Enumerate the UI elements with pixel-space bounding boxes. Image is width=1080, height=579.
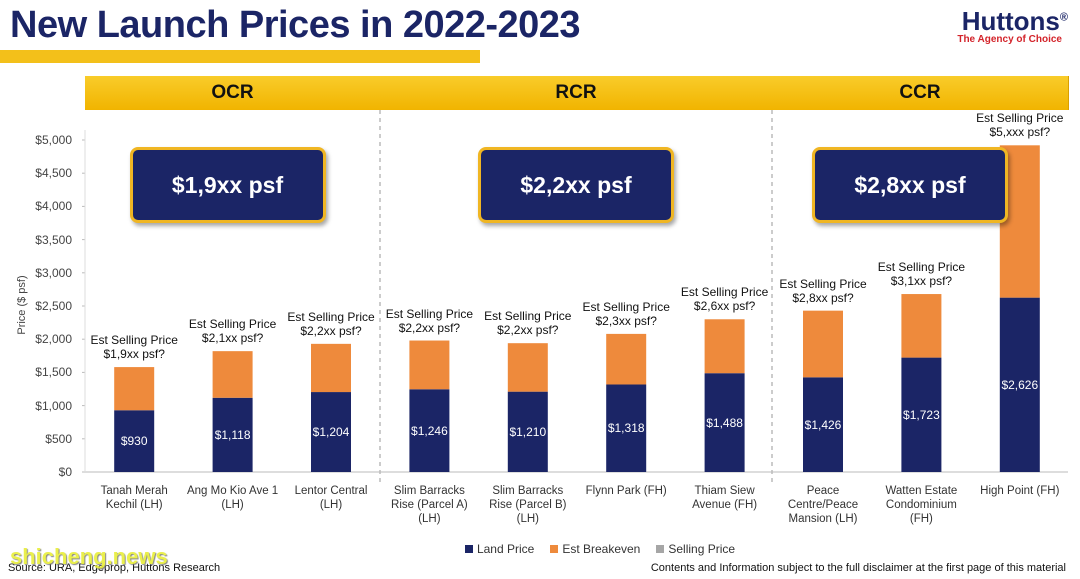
legend-item: Land Price — [464, 542, 535, 556]
bar-segment — [803, 377, 843, 472]
bar-segment — [114, 367, 155, 411]
bar-segment — [409, 389, 450, 472]
tagline: The Agency of Choice — [957, 34, 1062, 45]
data-label: $1,426 — [804, 417, 842, 432]
source: Source: URA, Edgeprop, Huttons Research — [8, 562, 221, 574]
region-header: CCR — [772, 76, 1069, 110]
x-tick-label: Thiam Siew Avenue (FH) — [692, 485, 758, 511]
bar-segment — [606, 384, 647, 472]
y-tick-label: $2,500 — [35, 299, 72, 313]
x-tick-label: Ang Mo Kio Ave 1 (LH) — [186, 485, 279, 511]
brand-name: Huttons — [961, 6, 1060, 36]
annotation: Est Selling Price $2,6xx psf? — [680, 285, 769, 314]
data-label: $1,318 — [607, 421, 645, 436]
bar-segment — [704, 373, 745, 472]
bar-segment — [212, 397, 253, 472]
x-tick-label: Lentor Central (LH) — [294, 485, 368, 511]
title-underline — [0, 50, 480, 63]
region-average: $2,2xx psf — [478, 147, 674, 223]
x-tick-label: High Point (FH) — [980, 485, 1060, 497]
legend-swatch — [464, 545, 473, 553]
bar-segment — [311, 343, 351, 393]
y-tick-label: $5,000 — [35, 133, 72, 147]
legend-swatch — [656, 545, 665, 553]
annotation: Est Selling Price $3,1xx psf? — [877, 260, 966, 289]
y-tick-label: $0 — [58, 465, 72, 479]
data-label: $2,626 — [1001, 377, 1039, 392]
annotation: Est Selling Price $2,2xx psf? — [287, 309, 375, 338]
bar-segment — [507, 343, 548, 392]
y-tick-label: $4,500 — [35, 166, 72, 181]
bar-segment — [901, 357, 942, 472]
bar-segment — [606, 333, 647, 385]
bar-segment — [803, 310, 843, 378]
legend-label: Selling Price — [668, 542, 736, 556]
region-average: $2,8xx psf — [812, 147, 1008, 223]
data-label: $1,723 — [903, 407, 940, 422]
x-tick-label: Slim Barracks Rise (Parcel A) (LH) — [391, 485, 468, 525]
x-tick-label: Tanah Merah Kechil (LH) — [100, 485, 168, 511]
chart-title: New Launch Prices in 2022-2023 — [10, 4, 581, 46]
annotation: Est Selling Price $1,9xx psf? — [90, 333, 178, 362]
y-tick-label: $1,500 — [35, 365, 72, 380]
bar-segment — [999, 297, 1040, 472]
y-tick-label: $2,000 — [35, 332, 72, 347]
legend: Land Price Est Breakeven Selling Price — [60, 542, 1080, 556]
annotation: Est Selling Price $2,2xx psf? — [385, 306, 474, 335]
bar-segment — [507, 391, 548, 472]
data-label: $1,488 — [706, 415, 743, 430]
legend-label: Est Breakeven — [562, 542, 641, 556]
x-tick-label: Slim Barracks Rise (Parcel B) (LH) — [489, 485, 567, 525]
brand-mark: ® — [1059, 11, 1068, 24]
region-average: $1,9xx psf — [129, 147, 326, 223]
data-label: $1,246 — [411, 423, 448, 438]
watermark: shicheng.news — [10, 544, 168, 569]
data-label: $930 — [120, 434, 148, 449]
data-label: $1,118 — [214, 427, 251, 442]
bar-segment — [409, 340, 450, 390]
y-tick-label: $3,000 — [35, 265, 72, 280]
bar-segment — [311, 392, 351, 472]
legend-item: Selling Price — [656, 542, 735, 556]
legend-item: Est Breakeven — [550, 542, 640, 556]
annotation: Est Selling Price $2,1xx psf? — [188, 317, 277, 346]
data-label: $1,204 — [312, 425, 350, 440]
bar-segment — [114, 410, 155, 472]
region-header: OCR — [85, 76, 381, 110]
disclaimer: Contents and Information subject to the … — [650, 562, 1066, 574]
brand: Huttons® — [962, 6, 1068, 37]
annotation: Est Selling Price $5,xxx psf? — [976, 111, 1064, 140]
annotation: Est Selling Price $2,3xx psf? — [582, 299, 670, 328]
data-label: $1,210 — [509, 424, 547, 439]
x-tick-label: Watten Estate Condominium (FH) — [885, 485, 958, 525]
y-tick-label: $500 — [45, 431, 72, 446]
y-tick-label: $4,000 — [35, 199, 72, 214]
legend-label: Land Price — [476, 542, 535, 556]
y-tick-label: $1,000 — [35, 398, 72, 413]
bar-segment — [901, 294, 942, 358]
legend-swatch — [550, 545, 559, 553]
x-tick-label: Peace Centre/Peace Mansion (LH) — [787, 485, 859, 525]
bar-segment — [212, 351, 253, 398]
x-tick-label: Flynn Park (FH) — [585, 485, 667, 497]
annotation: Est Selling Price $2,8xx psf? — [779, 276, 867, 305]
bar-segment — [704, 319, 745, 374]
annotation: Est Selling Price $2,2xx psf? — [484, 309, 572, 338]
y-tick-label: $3,500 — [35, 232, 72, 247]
region-header: RCR — [380, 76, 773, 110]
